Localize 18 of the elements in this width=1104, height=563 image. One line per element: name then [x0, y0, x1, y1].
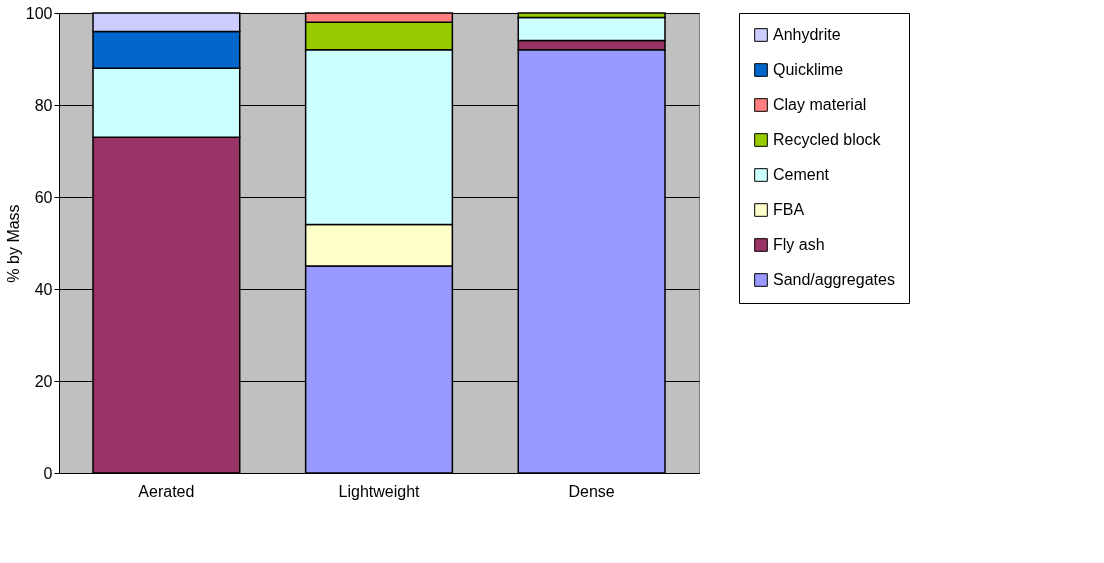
legend-label: Anhydrite	[773, 26, 841, 43]
legend-label: Quicklime	[773, 61, 844, 78]
legend-label: Clay material	[773, 96, 867, 113]
y-tick-label: 100	[25, 4, 53, 22]
y-tick-label: 20	[34, 372, 53, 390]
y-tick-label: 80	[34, 96, 53, 114]
y-tick-label: 40	[34, 280, 53, 298]
legend-label: Sand/aggregates	[773, 271, 895, 288]
legend-label: Recycled block	[773, 131, 882, 148]
legend-label: FBA	[773, 201, 805, 218]
x-tick-label: Aerated	[138, 482, 195, 500]
legend-label: Fly ash	[773, 236, 825, 253]
y-tick-label: 0	[43, 464, 53, 482]
legend-label: Cement	[773, 166, 830, 183]
x-tick-label: Lightweight	[338, 482, 421, 500]
y-tick-label: 60	[34, 188, 53, 206]
y-axis-title: % by Mass	[4, 204, 22, 283]
x-tick-label: Dense	[568, 482, 615, 500]
